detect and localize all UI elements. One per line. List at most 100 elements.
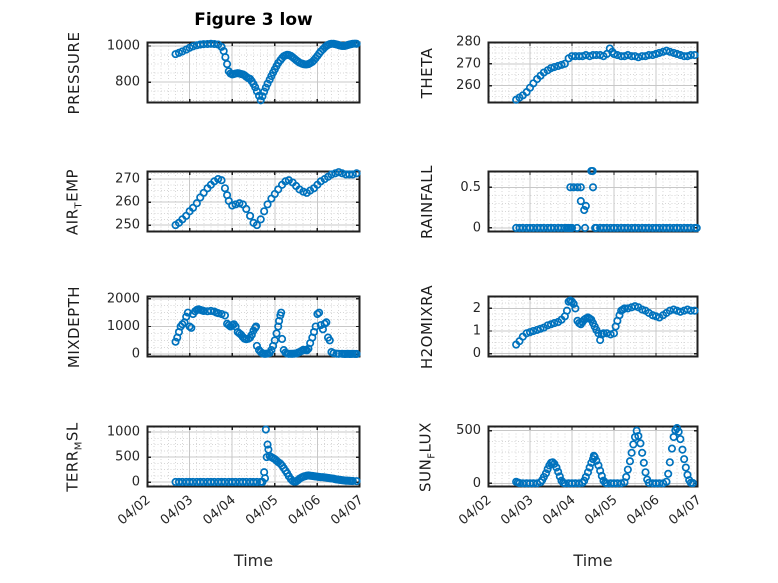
figure-title: Figure 3 low bbox=[194, 10, 313, 30]
data-point bbox=[676, 51, 685, 60]
scatter-markers bbox=[512, 44, 699, 104]
x-tick-labels: 04/02 04/03 04/04 04/05 04/06 04/07 bbox=[456, 493, 704, 529]
ylabel-text: AIR bbox=[63, 207, 82, 235]
ylabel-subscript: F bbox=[426, 451, 438, 459]
data-point bbox=[623, 304, 632, 313]
data-point bbox=[188, 42, 198, 51]
data-point bbox=[252, 341, 261, 350]
data-point bbox=[260, 207, 269, 216]
ylabel-text: TERR bbox=[63, 449, 82, 492]
data-point bbox=[338, 169, 347, 178]
data-point bbox=[260, 87, 269, 96]
data-point bbox=[569, 299, 578, 308]
data-point bbox=[187, 323, 196, 332]
data-point bbox=[554, 467, 563, 476]
data-point bbox=[690, 306, 699, 315]
data-point bbox=[352, 349, 361, 359]
y-tick-label: 280 bbox=[456, 35, 481, 50]
data-point bbox=[692, 223, 701, 232]
ylabel-text: EMP bbox=[63, 168, 82, 202]
data-point bbox=[192, 199, 201, 208]
data-point bbox=[665, 458, 674, 467]
y-tick-labels: 0 500 bbox=[456, 423, 481, 491]
data-point bbox=[572, 223, 582, 232]
data-point bbox=[634, 431, 643, 441]
y-tick-label: 0 bbox=[132, 475, 140, 490]
y-tick-label: 250 bbox=[115, 218, 140, 233]
x-tick-label: 04/03 bbox=[498, 493, 536, 529]
data-point bbox=[256, 215, 265, 224]
data-point bbox=[583, 468, 593, 477]
ylabel-text: MIXDEPTH bbox=[65, 285, 83, 368]
data-point bbox=[267, 346, 276, 355]
minor-grid bbox=[489, 172, 697, 231]
data-point bbox=[562, 306, 572, 315]
data-point bbox=[327, 170, 336, 179]
data-point bbox=[185, 322, 194, 331]
y-tick-label: 0 bbox=[473, 220, 481, 235]
subplot-terr-msl: TERRMSL 0 500 1000 04/02 04/03 04/04 04/05 04/06… bbox=[64, 422, 367, 528]
data-point bbox=[597, 471, 606, 481]
x-tick-label: 04/06 bbox=[286, 493, 324, 529]
data-point bbox=[639, 458, 648, 467]
data-point bbox=[560, 59, 569, 68]
plot-canvas-pressure: 800 1000 bbox=[107, 38, 361, 105]
data-point bbox=[686, 51, 695, 60]
x-tick-label: 04/07 bbox=[666, 493, 704, 529]
major-grid bbox=[488, 296, 698, 357]
subplot-theta: THETA 260 270 280 bbox=[418, 35, 699, 104]
data-point bbox=[555, 472, 564, 481]
data-point bbox=[665, 47, 674, 56]
data-point bbox=[258, 92, 267, 101]
plot-canvas-rainfall: 00.5 bbox=[460, 166, 701, 235]
data-point bbox=[690, 51, 699, 60]
scatter-markers bbox=[171, 168, 361, 230]
data-point bbox=[313, 309, 322, 319]
x-tick-label: 04/02 bbox=[115, 493, 153, 529]
data-point bbox=[669, 432, 678, 442]
scatter-markers bbox=[171, 39, 361, 105]
data-point bbox=[541, 469, 551, 478]
ylabel-text: SUN bbox=[416, 458, 435, 492]
ylabel-text: SL bbox=[63, 421, 82, 441]
data-point bbox=[529, 326, 538, 336]
data-point bbox=[352, 39, 361, 48]
data-point bbox=[352, 477, 361, 486]
plot-canvas-sun-flux: 0 500 04/02 04/03 04/04 04/05 04/06 04/07 bbox=[456, 423, 704, 528]
y-tick-label: 260 bbox=[456, 78, 481, 93]
data-point bbox=[214, 309, 223, 318]
data-point bbox=[221, 53, 230, 62]
y-tick-label: 500 bbox=[115, 450, 140, 465]
data-point bbox=[625, 457, 635, 466]
data-point bbox=[664, 469, 673, 478]
y-tick-labels: 0 1 2 bbox=[473, 301, 481, 361]
subplot-pressure: PRESSURE 800 1000 bbox=[65, 31, 361, 114]
y-tick-labels: 800 1000 bbox=[107, 38, 140, 89]
plot-canvas-theta: 260 270 280 bbox=[456, 35, 699, 104]
y-tick-label: 0 bbox=[473, 346, 481, 361]
y-tick-labels: 260 270 280 bbox=[456, 35, 481, 94]
y-tick-labels: 00.5 bbox=[460, 180, 481, 236]
scatter-markers bbox=[171, 305, 361, 359]
subplot-sun-flux: SUNFLUX 0 500 04/02 04/03 04/04 04/05 04/06 04/0… bbox=[417, 422, 705, 529]
data-point bbox=[251, 83, 260, 92]
data-point bbox=[178, 47, 187, 56]
data-point bbox=[644, 51, 653, 60]
ylabel-subscript: T bbox=[73, 201, 85, 208]
data-point bbox=[686, 306, 695, 315]
data-point bbox=[613, 51, 622, 60]
data-point bbox=[196, 40, 205, 49]
data-point bbox=[220, 184, 230, 193]
y-tick-label: 0.5 bbox=[460, 180, 481, 195]
data-point bbox=[623, 465, 632, 474]
data-point bbox=[629, 440, 638, 449]
y-tick-label: 800 bbox=[115, 75, 140, 90]
data-point bbox=[576, 197, 585, 206]
subplot-air-temp: AIRTEMP 250 260 270 bbox=[64, 168, 361, 235]
data-point bbox=[252, 221, 261, 230]
data-point bbox=[680, 455, 689, 464]
y-tick-labels: 0 1000 2000 bbox=[107, 291, 140, 361]
data-point bbox=[348, 170, 357, 179]
y-tick-label: 0 bbox=[132, 347, 140, 362]
